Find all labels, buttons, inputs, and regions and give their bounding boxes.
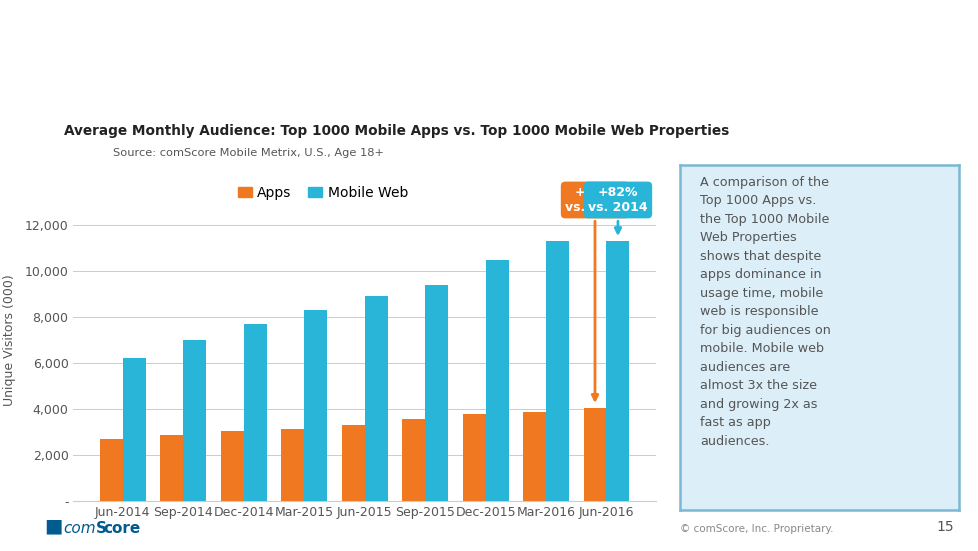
Bar xyxy=(183,341,206,501)
Legend: Apps, Mobile Web: Apps, Mobile Web xyxy=(238,186,408,200)
Bar xyxy=(424,285,448,501)
Text: Source: comScore Mobile Metrix, U.S., Age 18+: Source: comScore Mobile Metrix, U.S., Ag… xyxy=(112,148,383,158)
Text: ■: ■ xyxy=(44,517,63,536)
Bar xyxy=(281,429,304,501)
Text: INSIGHT: INSIGHT xyxy=(873,143,941,159)
Bar xyxy=(546,241,568,501)
Bar xyxy=(583,408,605,501)
Text: A comparison of the
Top 1000 Apps vs.
the Top 1000 Mobile
Web Properties
shows t: A comparison of the Top 1000 Apps vs. th… xyxy=(699,176,830,447)
Bar xyxy=(605,241,629,501)
Bar xyxy=(341,425,364,501)
Text: +45%
vs. 2014: +45% vs. 2014 xyxy=(564,186,624,400)
Bar xyxy=(221,431,244,501)
Text: S: S xyxy=(96,521,107,536)
Bar xyxy=(304,310,327,501)
Bar xyxy=(463,414,485,501)
Text: +82%
vs. 2014: +82% vs. 2014 xyxy=(588,186,647,233)
Bar xyxy=(160,435,183,501)
Text: com: com xyxy=(64,521,96,536)
Text: And mobile audience growth is being driven more by mobile web
properties, which : And mobile audience growth is being driv… xyxy=(22,39,844,85)
Text: © comScore, Inc. Proprietary.: © comScore, Inc. Proprietary. xyxy=(680,525,833,534)
Text: core: core xyxy=(104,521,141,536)
Bar xyxy=(364,296,387,501)
Bar xyxy=(522,412,546,501)
Bar xyxy=(244,324,266,501)
Text: Average Monthly Audience: Top 1000 Mobile Apps vs. Top 1000 Mobile Web Propertie: Average Monthly Audience: Top 1000 Mobil… xyxy=(64,124,729,138)
Text: 15: 15 xyxy=(936,521,954,534)
Bar xyxy=(123,358,146,501)
Bar xyxy=(485,260,508,501)
Bar xyxy=(402,419,424,501)
Bar xyxy=(100,439,123,501)
Y-axis label: Unique Visitors (000): Unique Visitors (000) xyxy=(3,274,17,406)
